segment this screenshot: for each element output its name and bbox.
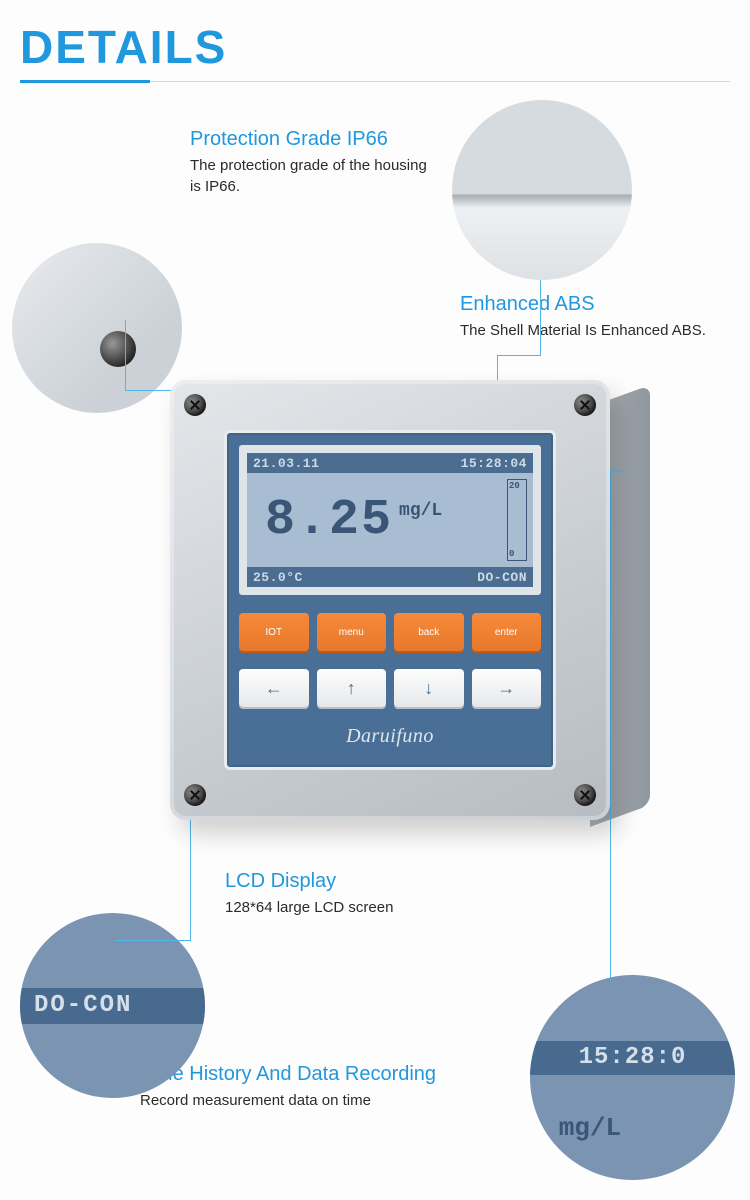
right-button[interactable]: → [472,669,542,707]
device-side [590,385,650,827]
button-row-bottom: ← ↑ ↓ → [239,669,541,707]
lcd-main: 8.25 mg/L 20 0 [247,473,533,567]
left-button[interactable]: ← [239,669,309,707]
detail-circle-edge [452,100,632,280]
callout-abs-title: Enhanced ABS [460,293,750,316]
back-button[interactable]: back [394,613,464,651]
screw-icon [184,394,206,416]
screw-icon [100,331,136,367]
callout-time-desc: Record measurement data on time [140,1090,436,1111]
lcd-mode: DO-CON [477,570,527,585]
connector-line [115,940,191,941]
down-button[interactable]: ↓ [394,669,464,707]
detail-circle-housing [12,243,182,413]
lcd-top-bar: 21.03.11 15:28:04 [247,453,533,473]
connector-line [497,355,541,356]
lcd-bottom-bar: 25.0°C DO-CON [247,567,533,587]
lcd-time: 15:28:04 [461,456,527,471]
lcd-scale-top: 20 [509,481,525,491]
closeup-time-label: 15:28:0 [579,1044,687,1071]
menu-button[interactable]: menu [317,613,387,651]
enter-button[interactable]: enter [472,613,542,651]
lcd-temp: 25.0°C [253,570,303,585]
lcd-scale-bottom: 0 [509,549,525,559]
header: DETAILS [0,0,750,93]
lcd-scale: 20 0 [507,479,527,561]
iot-button[interactable]: IOT [239,613,309,651]
screw-icon [574,394,596,416]
header-underline [20,80,150,83]
device-panel: 21.03.11 15:28:04 8.25 mg/L 20 0 25.0°C … [224,430,556,770]
lcd-value: 8.25 [265,492,393,549]
callout-abs: Enhanced ABS The Shell Material Is Enhan… [460,293,750,341]
callout-time: Time History And Data Recording Record m… [140,1063,436,1111]
page-title: DETAILS [20,20,730,74]
callout-protection-desc: The protection grade of the housing is I… [190,155,430,197]
button-row-top: IOT menu back enter [239,613,541,651]
callout-protection: Protection Grade IP66 The protection gra… [190,128,430,197]
callout-lcd-desc: 128*64 large LCD screen [225,897,393,918]
brand-label: Daruifuno [239,725,541,748]
up-button[interactable]: ↑ [317,669,387,707]
callout-protection-title: Protection Grade IP66 [190,128,430,151]
detail-circle-time: 15:28:0 mg/L [530,975,735,1180]
closeup-mgL-label: mg/L [559,1113,621,1143]
closeup-docon-label: DO-CON [20,988,205,1024]
callout-abs-desc: The Shell Material Is Enhanced ABS. [460,320,750,341]
callout-lcd: LCD Display 128*64 large LCD screen [225,870,393,918]
connector-line [125,320,126,390]
lcd-date: 21.03.11 [253,456,319,471]
lcd-unit: mg/L [399,501,442,521]
device-body: 21.03.11 15:28:04 8.25 mg/L 20 0 25.0°C … [170,380,610,820]
callout-time-title: Time History And Data Recording [140,1063,436,1086]
connector-line [610,470,611,980]
screw-icon [184,784,206,806]
lcd-screen: 21.03.11 15:28:04 8.25 mg/L 20 0 25.0°C … [239,445,541,595]
screw-icon [574,784,596,806]
connector-line [540,280,541,355]
callout-lcd-title: LCD Display [225,870,393,893]
